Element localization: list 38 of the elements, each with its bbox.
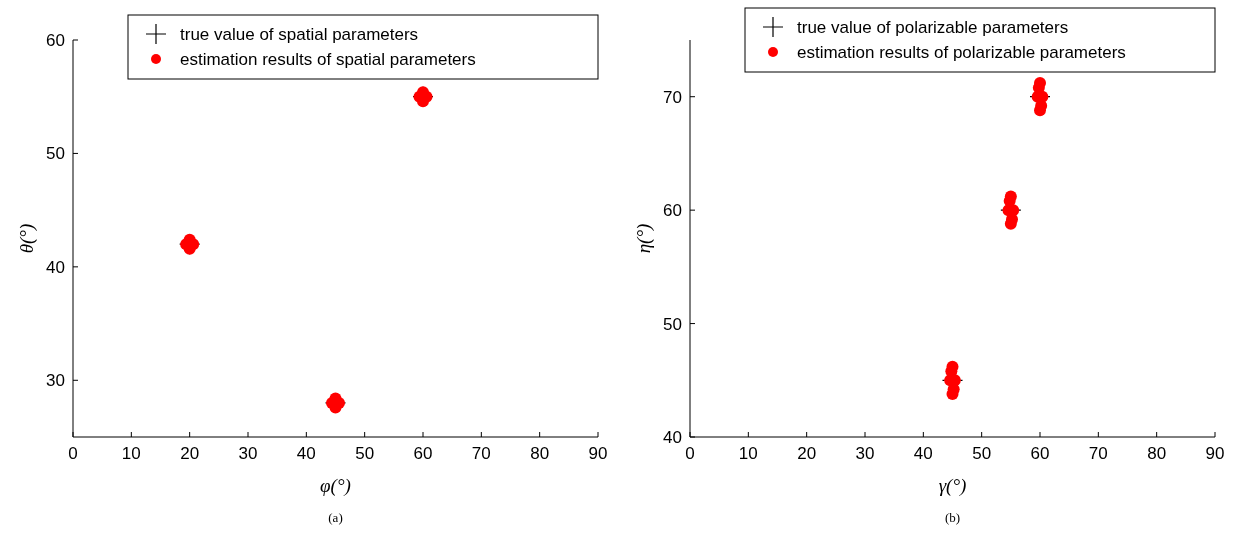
- x-tick-label: 0: [685, 444, 695, 463]
- y-axis-title: θ(°): [16, 223, 38, 254]
- x-tick-label: 10: [121, 444, 141, 463]
- x-tick-label: 20: [797, 444, 817, 463]
- y-tick-label: 30: [46, 371, 65, 391]
- y-axis-title: η(°): [633, 223, 655, 254]
- x-tick-label: 0: [68, 444, 78, 463]
- legend-label: estimation results of spatial parameters: [180, 50, 476, 69]
- x-tick-label: 30: [238, 444, 258, 463]
- x-tick-label: 40: [913, 444, 933, 463]
- x-tick-label: 80: [1147, 444, 1167, 463]
- legend-label: true value of spatial parameters: [180, 25, 419, 44]
- legend-label: estimation results of polarizable parameters: [797, 43, 1126, 62]
- x-tick-label: 30: [855, 444, 875, 463]
- y-tick-label: 70: [663, 87, 682, 107]
- y-tick-label: 40: [663, 428, 682, 447]
- x-tick-label: 10: [738, 444, 758, 463]
- x-tick-label: 70: [1088, 444, 1108, 463]
- legend-label: true value of polarizable parameters: [797, 18, 1069, 37]
- y-tick-label: 40: [46, 257, 65, 277]
- x-tick-label: 50: [355, 444, 375, 463]
- x-tick-label: 90: [588, 444, 608, 463]
- x-tick-label: 50: [972, 444, 992, 463]
- x-axis-title: γ(°): [938, 475, 967, 497]
- x-tick-label: 80: [530, 444, 550, 463]
- x-tick-label: 60: [413, 444, 433, 463]
- text: (b): [944, 510, 961, 525]
- y-tick-label: 50: [663, 314, 682, 334]
- y-tick-label: 60: [46, 31, 65, 50]
- x-tick-label: 20: [180, 444, 200, 463]
- x-tick-label: 90: [1205, 444, 1225, 463]
- text: (a): [328, 510, 343, 525]
- y-tick-label: 60: [663, 201, 682, 221]
- x-tick-label: 70: [471, 444, 491, 463]
- y-tick-label: 50: [46, 144, 65, 164]
- x-axis-title: φ(°): [320, 475, 351, 497]
- x-tick-label: 60: [1030, 444, 1050, 463]
- x-tick-label: 40: [296, 444, 316, 463]
